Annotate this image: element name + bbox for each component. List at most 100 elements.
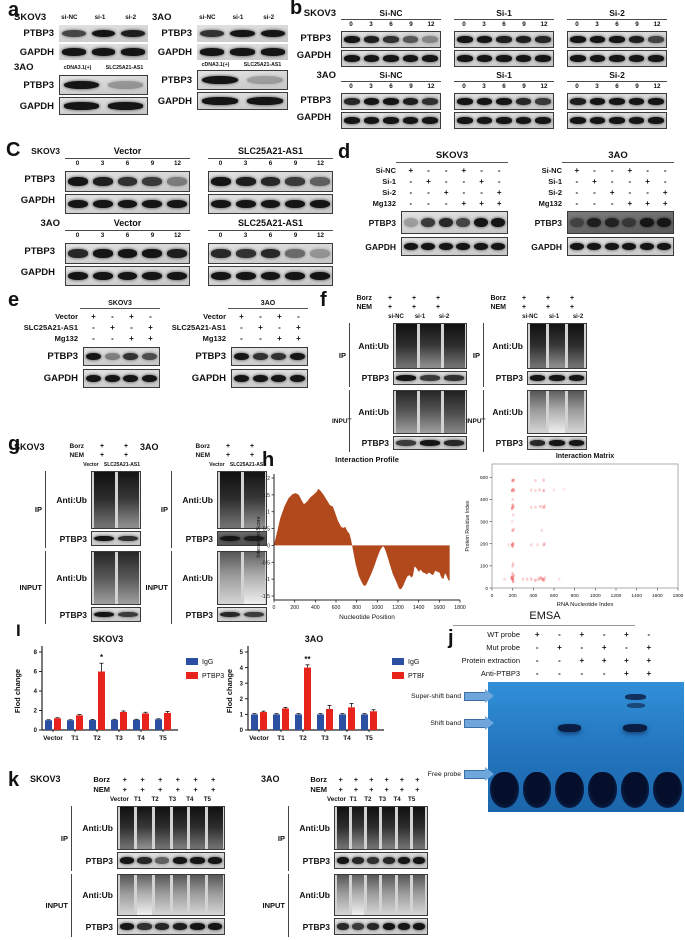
cell: 12 bbox=[316, 232, 324, 239]
protein-band bbox=[589, 36, 606, 43]
wb-strip bbox=[65, 266, 190, 286]
cell: + bbox=[211, 774, 216, 784]
blot-lane bbox=[627, 51, 647, 66]
time-labels: 0 3 6 9 12 bbox=[567, 21, 667, 31]
blot-lane bbox=[209, 244, 234, 263]
blot-lane bbox=[455, 238, 473, 255]
rip-3ao-svg: 3AO 0 1 2 3 4 5 Vector T1 ** T2 T3 T4 T5 IgG PTBP3 Flod … bbox=[225, 634, 430, 742]
blot-lane bbox=[533, 113, 553, 128]
protein-band bbox=[456, 36, 473, 43]
blot-lane bbox=[258, 172, 283, 191]
panel-d-3ao: 3AO Si-NC + - - + - - Si-1 - + - - + - Si-2 - - + - - + Mg… bbox=[518, 150, 674, 258]
panel-letter-a: a bbox=[8, 0, 20, 21]
cell: + bbox=[411, 304, 417, 311]
cell: 9 bbox=[409, 21, 413, 28]
protein-band bbox=[91, 48, 116, 56]
blot-row-label: GAPDH bbox=[296, 49, 331, 61]
cell: + bbox=[415, 774, 420, 784]
blot-lane bbox=[442, 437, 466, 449]
ip-label: IP bbox=[60, 834, 68, 843]
smear-lane bbox=[336, 807, 349, 849]
wb-strip bbox=[197, 25, 288, 42]
cell: + bbox=[624, 656, 629, 665]
cell: Vector bbox=[209, 461, 225, 468]
cell: + bbox=[443, 188, 449, 197]
cell: - bbox=[663, 166, 667, 175]
protein-band bbox=[568, 440, 585, 446]
cell: 12 bbox=[173, 232, 181, 239]
blot-lane bbox=[206, 919, 224, 934]
svg-text:T1: T1 bbox=[71, 735, 79, 742]
svg-text:T4: T4 bbox=[343, 735, 351, 742]
interaction-matrix-chart: Interaction Matrix 0 100 200 300 400 500 0 200 40… bbox=[462, 448, 685, 614]
cell: - bbox=[628, 188, 632, 197]
svg-text:200: 200 bbox=[290, 605, 299, 611]
cell: 12 bbox=[427, 83, 435, 90]
time-labels: 0 3 6 9 12 bbox=[454, 83, 554, 93]
blot-lane bbox=[567, 437, 586, 449]
protein-band bbox=[244, 611, 264, 618]
protein-band bbox=[142, 199, 162, 209]
protein-band bbox=[535, 36, 551, 43]
ip-label: IP bbox=[34, 505, 42, 514]
protein-band bbox=[444, 440, 464, 446]
blot-row-label: Anti:Ub bbox=[358, 341, 389, 351]
cell: + bbox=[296, 323, 301, 332]
cell: - bbox=[575, 177, 579, 186]
time-labels: 0 3 6 9 12 bbox=[567, 83, 667, 93]
smear-lane bbox=[395, 324, 417, 368]
lane-labels: si-NC si-1 si-2 bbox=[384, 314, 456, 320]
blot-lane bbox=[514, 94, 534, 109]
blot-row-label: PTBP3 bbox=[161, 74, 192, 86]
cell: + bbox=[627, 166, 633, 175]
blot-lane bbox=[258, 195, 283, 213]
blot-lane bbox=[366, 853, 381, 868]
wb-strip bbox=[91, 607, 141, 622]
panel-b-skov3: SKOV3 PTBP3 GAPDH Si-NC 0 3 6 9 12 Si-1 0 3 6 9… bbox=[294, 8, 667, 67]
svg-text:T2: T2 bbox=[93, 735, 101, 742]
ub-smear-blot bbox=[393, 390, 467, 434]
blot-lane bbox=[232, 370, 251, 387]
blot-lane bbox=[227, 44, 257, 60]
protein-band bbox=[142, 374, 158, 383]
timecourse-group: Vector 0 3 6 9 12 bbox=[65, 218, 190, 286]
cell: + bbox=[353, 774, 359, 784]
smear-lane bbox=[117, 552, 139, 604]
protein-band bbox=[94, 611, 114, 618]
free-probe-label: Free probe bbox=[396, 767, 494, 781]
cell: + bbox=[157, 774, 163, 784]
cell: + bbox=[123, 452, 129, 459]
cell: + bbox=[411, 295, 417, 302]
smear-lane bbox=[443, 324, 465, 368]
blot-lane bbox=[442, 372, 466, 384]
blot-lane bbox=[283, 195, 308, 213]
protein-band bbox=[628, 36, 645, 43]
blot-lane bbox=[396, 919, 411, 934]
timecourse-group: SLC25A21-AS1 0 3 6 9 12 bbox=[208, 146, 333, 214]
time-labels: 0 3 6 9 12 bbox=[65, 232, 190, 243]
blot-lane bbox=[189, 853, 207, 868]
protein-band bbox=[166, 249, 187, 258]
protein-band bbox=[155, 923, 170, 930]
protein-band bbox=[142, 177, 162, 186]
protein-band bbox=[648, 117, 664, 124]
time-labels: 0 3 6 9 12 bbox=[208, 232, 333, 243]
group-label: Vector bbox=[65, 146, 190, 159]
blot-lane bbox=[490, 238, 508, 255]
blot-lane bbox=[307, 244, 332, 263]
plus-minus-row: - - - - + + bbox=[526, 669, 660, 678]
svg-text:T5: T5 bbox=[365, 735, 373, 742]
protein-band bbox=[142, 271, 162, 281]
plus-minus-row: - + - - + - bbox=[568, 177, 674, 186]
protein-band bbox=[64, 102, 100, 110]
blot-lane bbox=[568, 94, 588, 109]
svg-text:Interaction Matrix: Interaction Matrix bbox=[556, 453, 614, 460]
protein-band bbox=[363, 117, 380, 124]
interaction-matrix-svg: Interaction Matrix 0 100 200 300 400 500 0 200 40… bbox=[465, 453, 684, 608]
protein-band bbox=[402, 36, 419, 43]
arrow-right-icon bbox=[464, 689, 494, 703]
cell: + bbox=[258, 323, 263, 332]
cell: + bbox=[579, 630, 585, 639]
cell: + bbox=[175, 784, 181, 794]
